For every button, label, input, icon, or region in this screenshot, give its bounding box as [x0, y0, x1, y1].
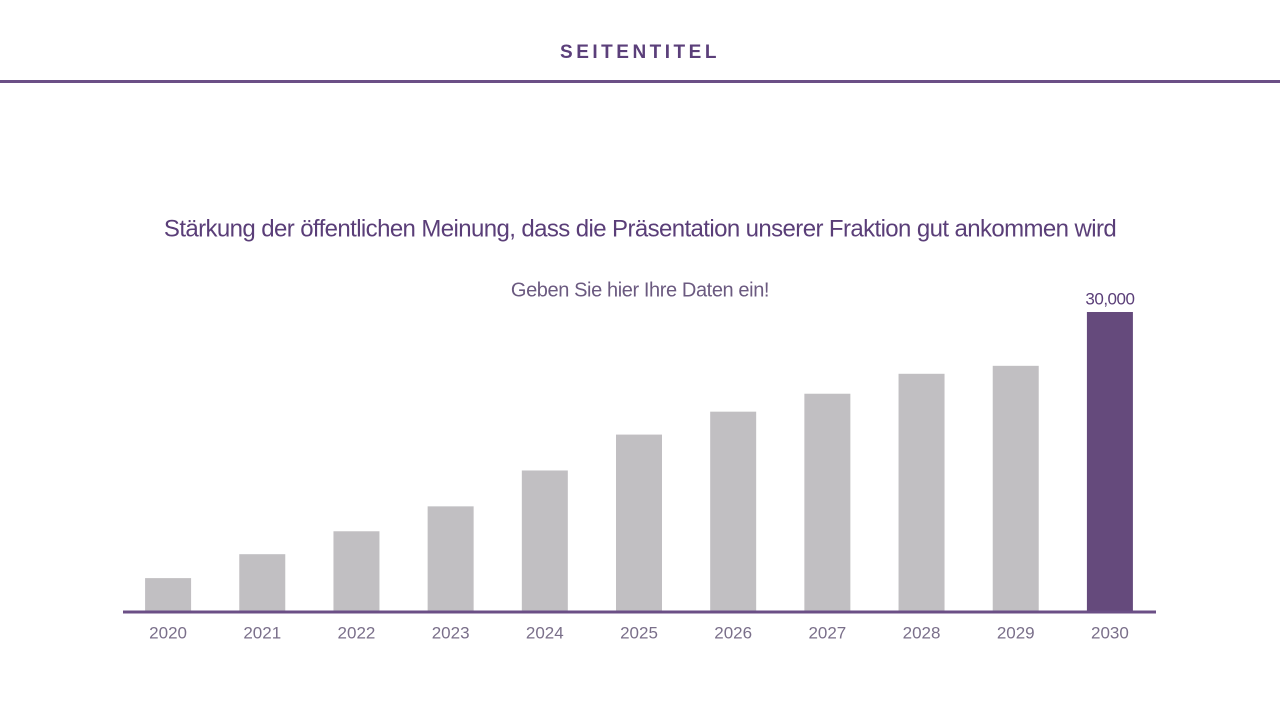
bar	[333, 531, 380, 611]
bar	[616, 434, 662, 611]
x-tick-label: 2029	[997, 623, 1035, 642]
x-tick-label: 2024	[526, 623, 564, 642]
x-tick-label: 2020	[149, 623, 187, 642]
x-tick-label: 2027	[808, 623, 846, 642]
chart-title: Stärkung der öffentlichen Meinung, dass …	[164, 215, 1116, 242]
bar	[992, 365, 1039, 611]
bar	[710, 411, 757, 611]
x-tick-label: 2028	[903, 623, 941, 642]
plot: 2020 2021 2022 2023 2024 2025 2026 2027 2028 2029…	[145, 289, 1135, 642]
x-tick-label: 2026	[714, 623, 752, 642]
bar	[1086, 312, 1133, 611]
bar	[804, 393, 851, 611]
chart-subtitle: Geben Sie hier Ihre Daten ein!	[511, 279, 769, 301]
page-title: SEITENTITEL	[560, 42, 720, 63]
bar	[239, 554, 286, 611]
bar	[521, 470, 568, 611]
bar	[145, 578, 192, 611]
bar	[427, 506, 474, 611]
x-tick-label: 2030	[1091, 623, 1129, 642]
x-tick-label: 2022	[338, 623, 376, 642]
x-tick-label: 2025	[620, 623, 658, 642]
x-tick-label: 2023	[432, 623, 470, 642]
bar	[898, 373, 945, 611]
value-label: 30,000	[1085, 289, 1134, 308]
x-tick-label: 2021	[243, 623, 281, 642]
